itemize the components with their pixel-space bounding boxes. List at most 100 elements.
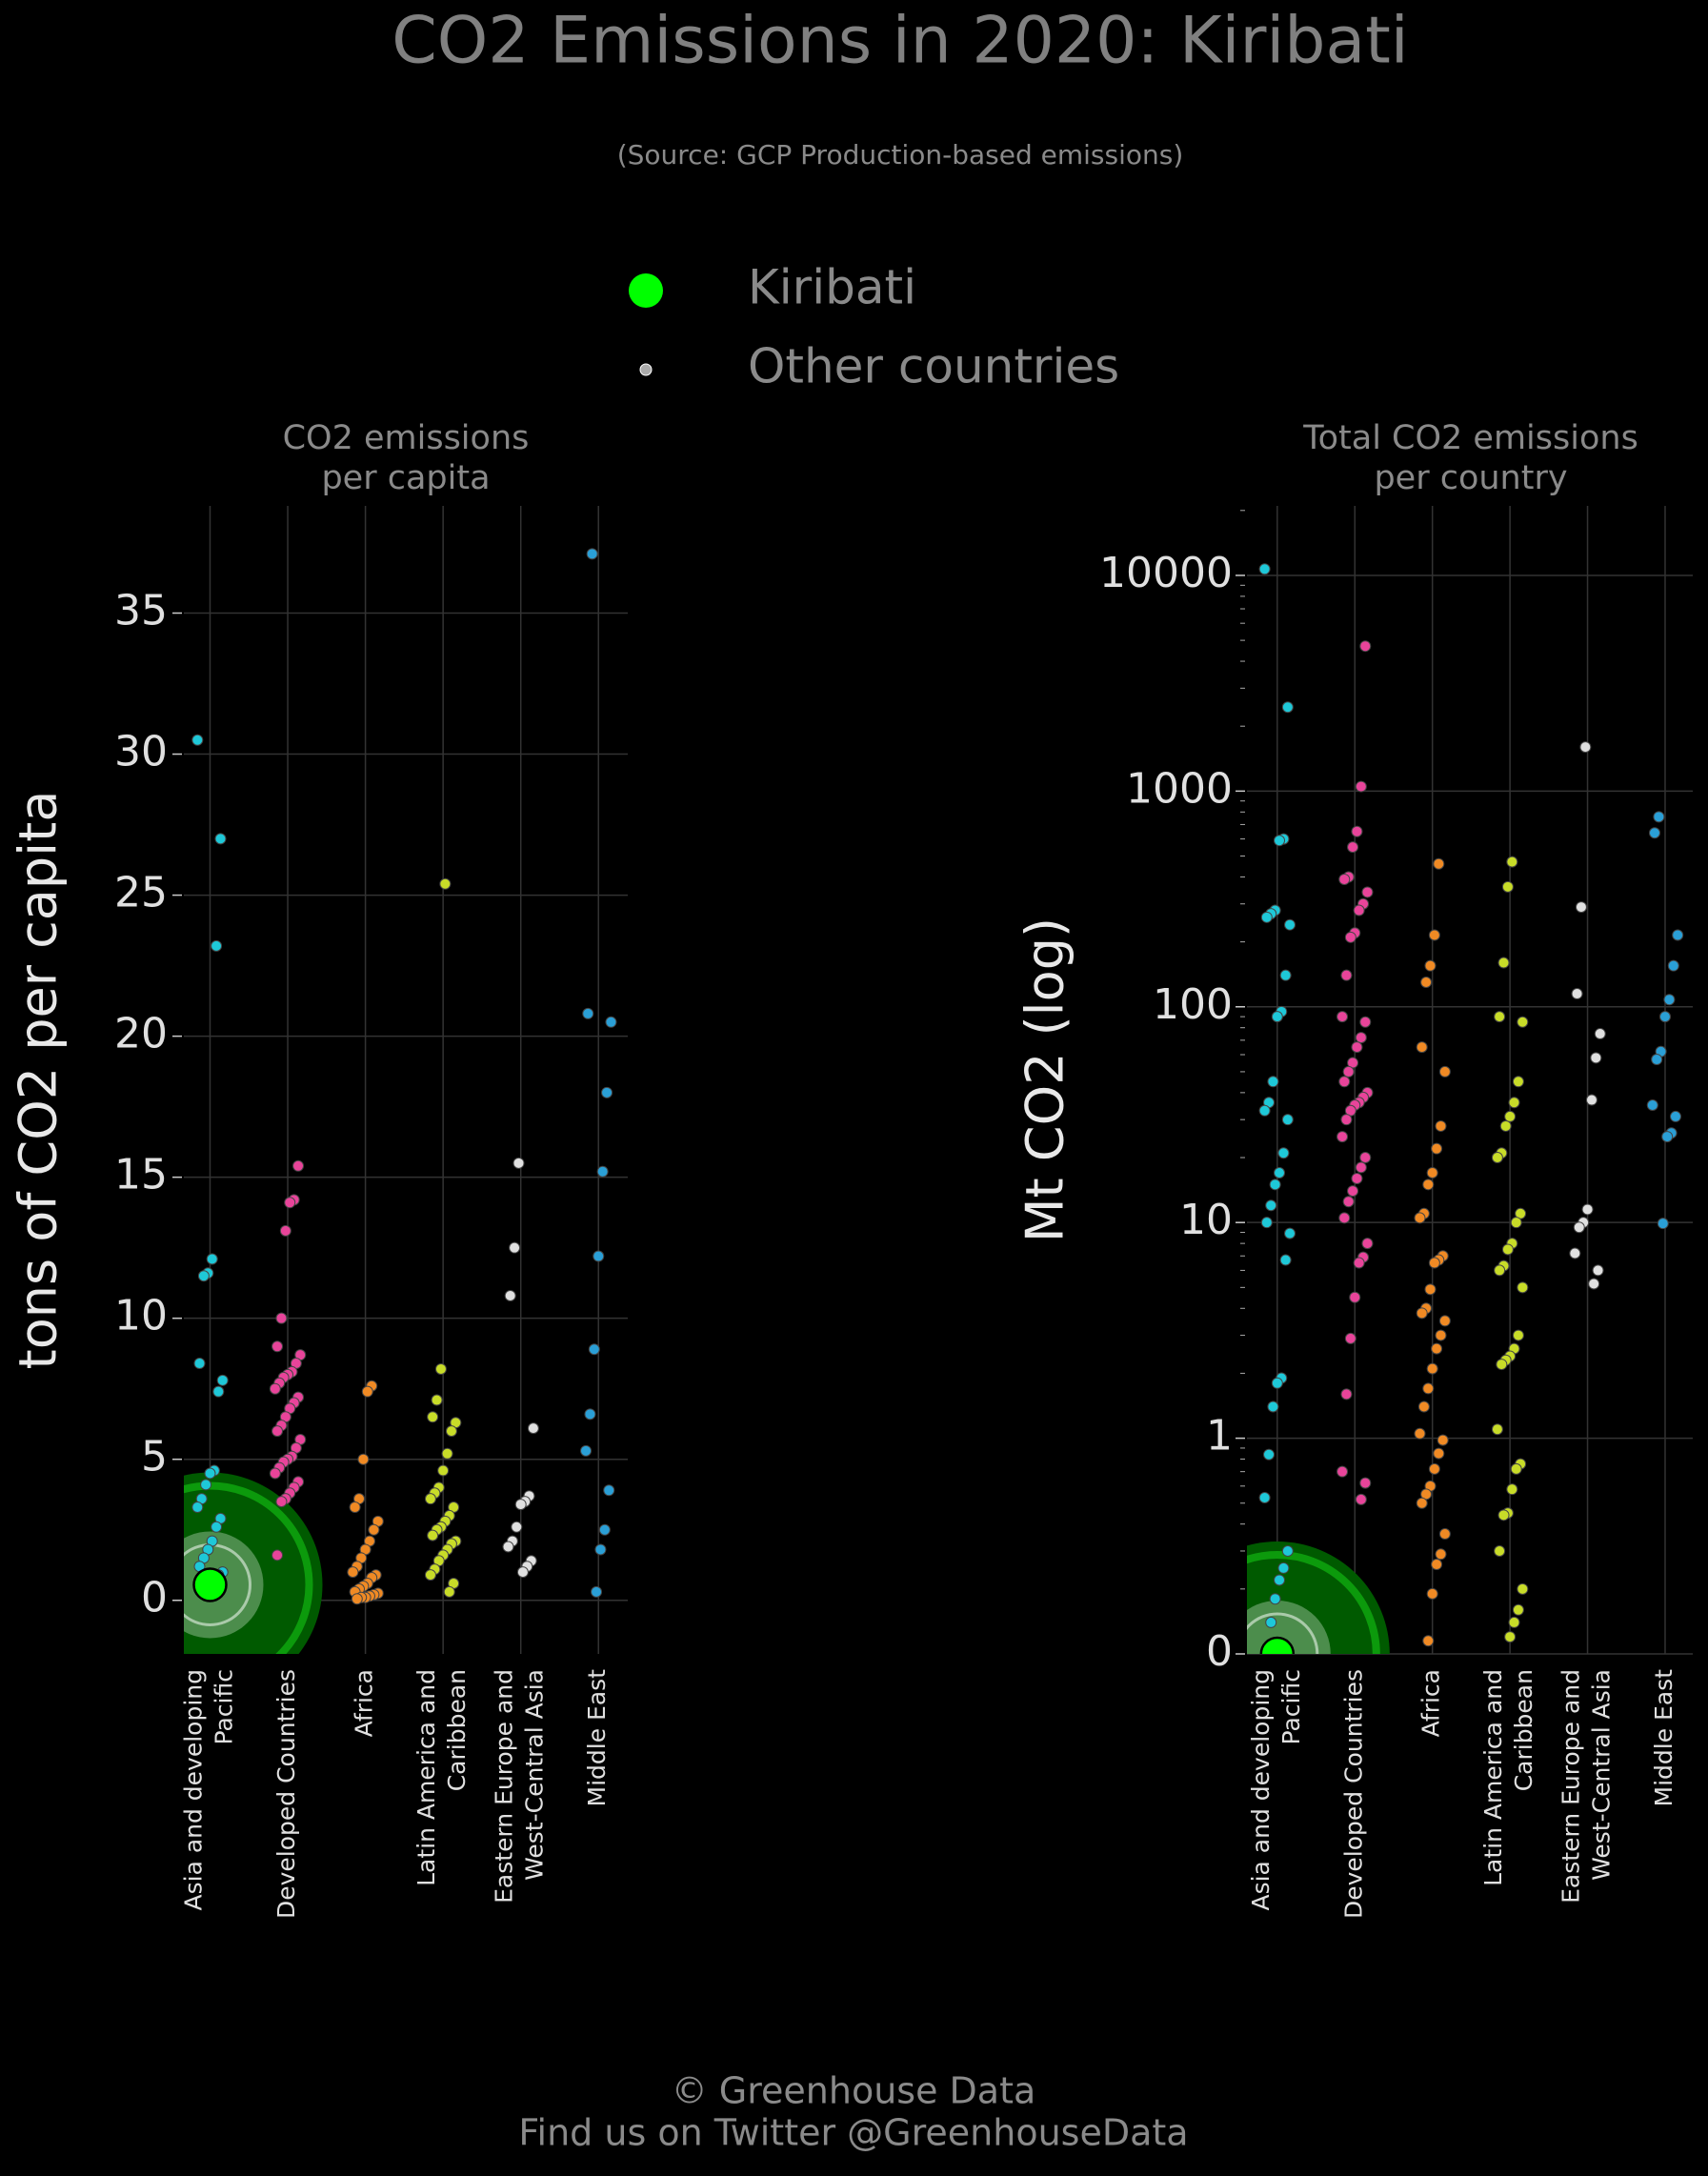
point: [1669, 1110, 1681, 1122]
point: [1279, 1254, 1292, 1266]
y-axis-label: Mt CO2 (log): [1015, 917, 1075, 1242]
point: [1594, 1028, 1606, 1040]
point: [1344, 931, 1356, 943]
chart-title: CO2 Emissions in 2020: Kiribati: [392, 4, 1408, 79]
point: [594, 1543, 607, 1556]
x-tick-label: Caribbean: [443, 1669, 471, 1791]
point: [271, 1425, 284, 1438]
point: [1494, 1544, 1506, 1557]
point: [269, 1467, 281, 1480]
y-tick-label: 1000: [1126, 764, 1233, 813]
point: [1494, 1011, 1506, 1023]
point: [1646, 1098, 1658, 1111]
point: [502, 1541, 514, 1553]
point: [1265, 1199, 1277, 1212]
y-tick-label: 10: [114, 1292, 168, 1340]
legend-label: Other countries: [748, 339, 1119, 394]
point: [1414, 1212, 1426, 1224]
legend-marker: [639, 363, 653, 376]
y-tick-label: 5: [141, 1433, 168, 1481]
point: [1258, 1104, 1271, 1117]
point: [1428, 1257, 1440, 1269]
point: [1274, 1574, 1286, 1586]
point: [598, 1523, 611, 1536]
point: [1512, 1076, 1524, 1088]
point: [1651, 1054, 1663, 1066]
point: [211, 939, 223, 952]
point: [1284, 918, 1296, 931]
point: [1491, 1423, 1503, 1436]
point: [588, 1343, 600, 1356]
x-tick-label: Africa: [1417, 1669, 1445, 1737]
point: [1267, 1400, 1279, 1413]
x-tick-label: Latin America and: [1479, 1669, 1507, 1886]
point: [279, 1224, 291, 1237]
point: [1351, 825, 1363, 837]
point: [1438, 1528, 1451, 1541]
y-tick-label: 25: [114, 869, 168, 917]
point: [1657, 1218, 1669, 1230]
point: [1269, 1179, 1281, 1191]
point: [1431, 1142, 1443, 1155]
point: [1672, 929, 1684, 941]
point: [349, 1501, 361, 1514]
x-tick-label: Asia and developing: [1247, 1669, 1275, 1911]
point: [271, 1340, 284, 1353]
y-tick-label: 30: [114, 728, 168, 776]
point: [1517, 1582, 1529, 1595]
point: [1351, 1172, 1363, 1184]
y-tick-label: 15: [114, 1151, 168, 1199]
point: [1653, 811, 1665, 823]
point: [511, 1521, 523, 1533]
point: [1265, 1616, 1277, 1628]
point: [1420, 976, 1433, 988]
point: [1517, 1281, 1529, 1294]
highlight-halo: [1247, 1612, 1319, 1654]
point: [443, 1585, 455, 1598]
point: [1414, 1427, 1426, 1440]
point: [527, 1422, 539, 1435]
y-tick-label: 1: [1206, 1412, 1233, 1461]
point: [1510, 1217, 1522, 1229]
point: [601, 1086, 613, 1098]
point: [200, 1479, 212, 1491]
point: [1433, 857, 1445, 870]
point: [1431, 1559, 1443, 1571]
point: [1422, 1382, 1435, 1395]
point: [1338, 1212, 1351, 1224]
point: [216, 1374, 229, 1386]
point: [591, 1585, 603, 1598]
x-tick-label: Africa: [351, 1669, 378, 1737]
point: [191, 734, 204, 746]
point: [1424, 959, 1437, 972]
y-tick-label: 100: [1153, 980, 1233, 1029]
point: [351, 1593, 363, 1605]
point: [1512, 1329, 1524, 1341]
point: [1573, 1221, 1585, 1234]
legend-marker: [629, 273, 663, 308]
point: [1342, 1065, 1355, 1078]
point: [1338, 1076, 1351, 1088]
point: [1504, 1110, 1517, 1122]
point: [586, 548, 598, 560]
y-tick-label: 20: [114, 1010, 168, 1058]
point: [1336, 1465, 1349, 1478]
point: [1663, 994, 1676, 1006]
point: [1271, 1011, 1283, 1023]
point: [368, 1523, 380, 1536]
point: [1347, 1185, 1359, 1198]
point: [1269, 1593, 1281, 1605]
point: [580, 1444, 593, 1457]
point: [1497, 1509, 1510, 1521]
footer: © Greenhouse Data: [672, 2070, 1036, 2112]
panel-title: per capita: [321, 459, 490, 497]
point: [1435, 1329, 1447, 1341]
plot-area: [1247, 563, 1684, 1654]
point: [1336, 1011, 1349, 1023]
highlight-point: [192, 1567, 228, 1602]
point: [193, 1358, 206, 1370]
point: [434, 1362, 447, 1375]
point: [1435, 1119, 1447, 1132]
